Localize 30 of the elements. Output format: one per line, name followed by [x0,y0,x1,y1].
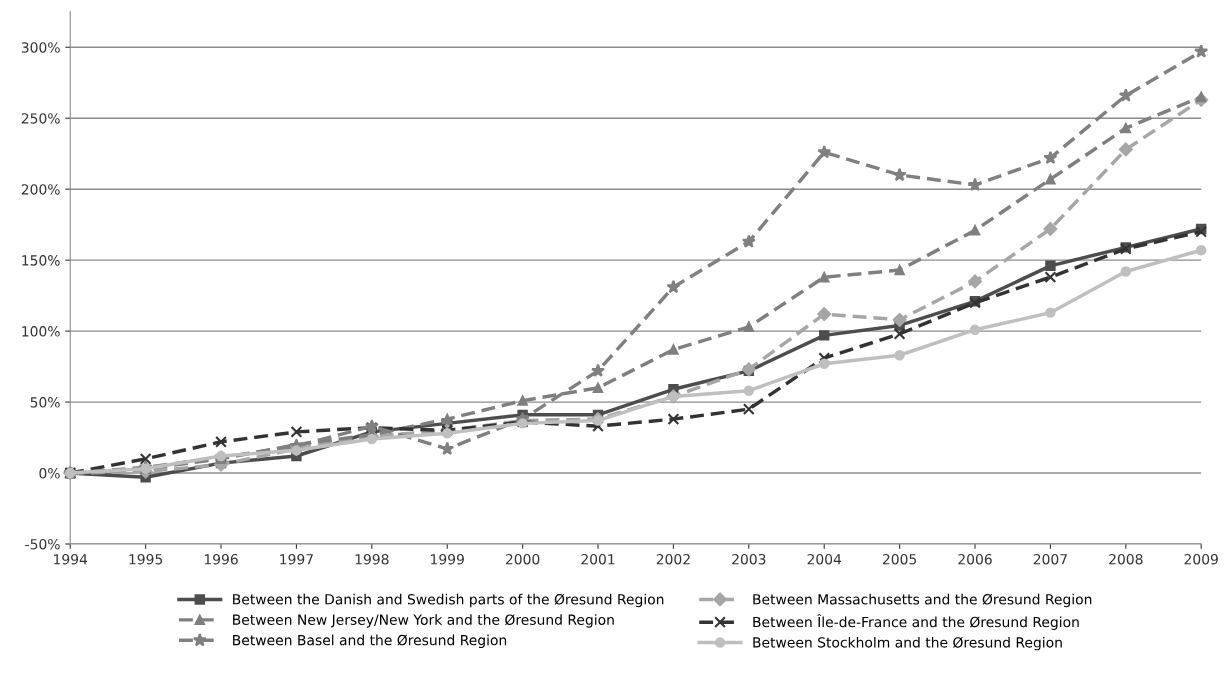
y-tick-label: 50% [30,397,60,408]
x-tick-label: 2007 [1033,553,1067,565]
x-tick-label: 1999 [431,553,464,565]
legend-label: Between Basel and the Øresund Region [233,634,507,649]
y-tick-label: 200% [21,184,60,195]
x-tick-label: 2006 [958,553,992,565]
x-tick-label: 2004 [807,553,842,565]
y-tick-label: 250% [21,113,60,124]
x-tick-label: 2005 [882,553,917,565]
x-tick-label: 1995 [129,553,163,565]
legend-label: Between Stockholm and the Øresund Region [753,636,1062,651]
x-tick-label: 2001 [581,553,615,565]
y-tick-label: -50% [25,538,60,550]
legend-label: Between Île-de-France and the Øresund Region [753,614,1079,630]
y-tick-label: 100% [22,326,60,337]
legend-label: Between New Jersey/New York and the Øresund Region [233,614,614,628]
x-tick-label: 1998 [355,553,389,565]
x-tick-label: 1994 [54,553,88,565]
y-tick-label: 150% [22,255,60,266]
y-tick-label: 300% [21,42,60,53]
legend-label: Between Massachusetts and the Øresund Region [753,593,1092,608]
x-tick-label: 1996 [204,553,238,565]
x-tick-label: 2003 [732,553,766,565]
legend-label: Between the Danish and Swedish parts of the Øresund Region [233,593,664,608]
x-tick-label: 2002 [656,553,690,565]
x-tick-label: 2008 [1109,553,1143,565]
x-tick-label: 1997 [280,553,313,565]
y-tick-label: 0% [39,468,60,479]
x-tick-label: 2000 [505,553,540,565]
x-tick-label: 2009 [1184,553,1218,565]
